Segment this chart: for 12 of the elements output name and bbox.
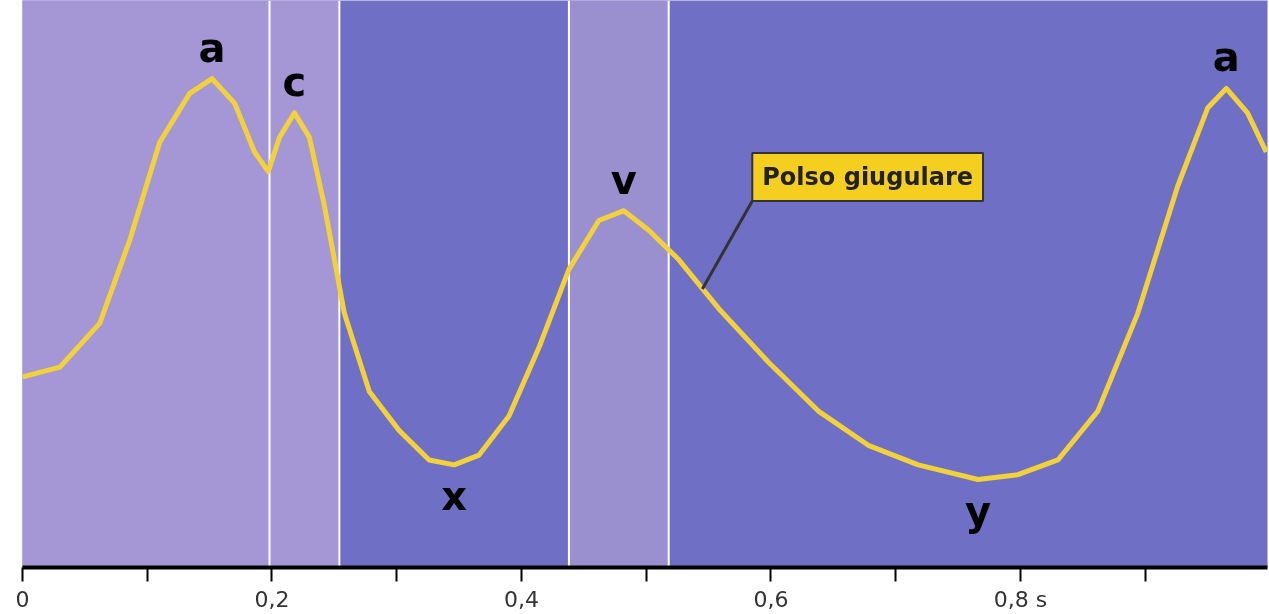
x-tick-label: 0,8 s <box>993 586 1048 612</box>
annotation: x <box>441 472 468 519</box>
x-tick-label: 0,6 <box>753 586 789 612</box>
annotation: Polso giugulare <box>762 162 974 191</box>
annotation: v <box>610 156 637 203</box>
annotation: c <box>282 58 307 105</box>
annotation: y <box>965 487 992 534</box>
x-tick-label: 0,4 <box>504 586 539 612</box>
annotation: a <box>1212 34 1240 81</box>
x-tick-label: 0,2 <box>254 586 290 612</box>
annotation: a <box>198 24 226 71</box>
x-tick-label: 0 <box>15 586 30 612</box>
